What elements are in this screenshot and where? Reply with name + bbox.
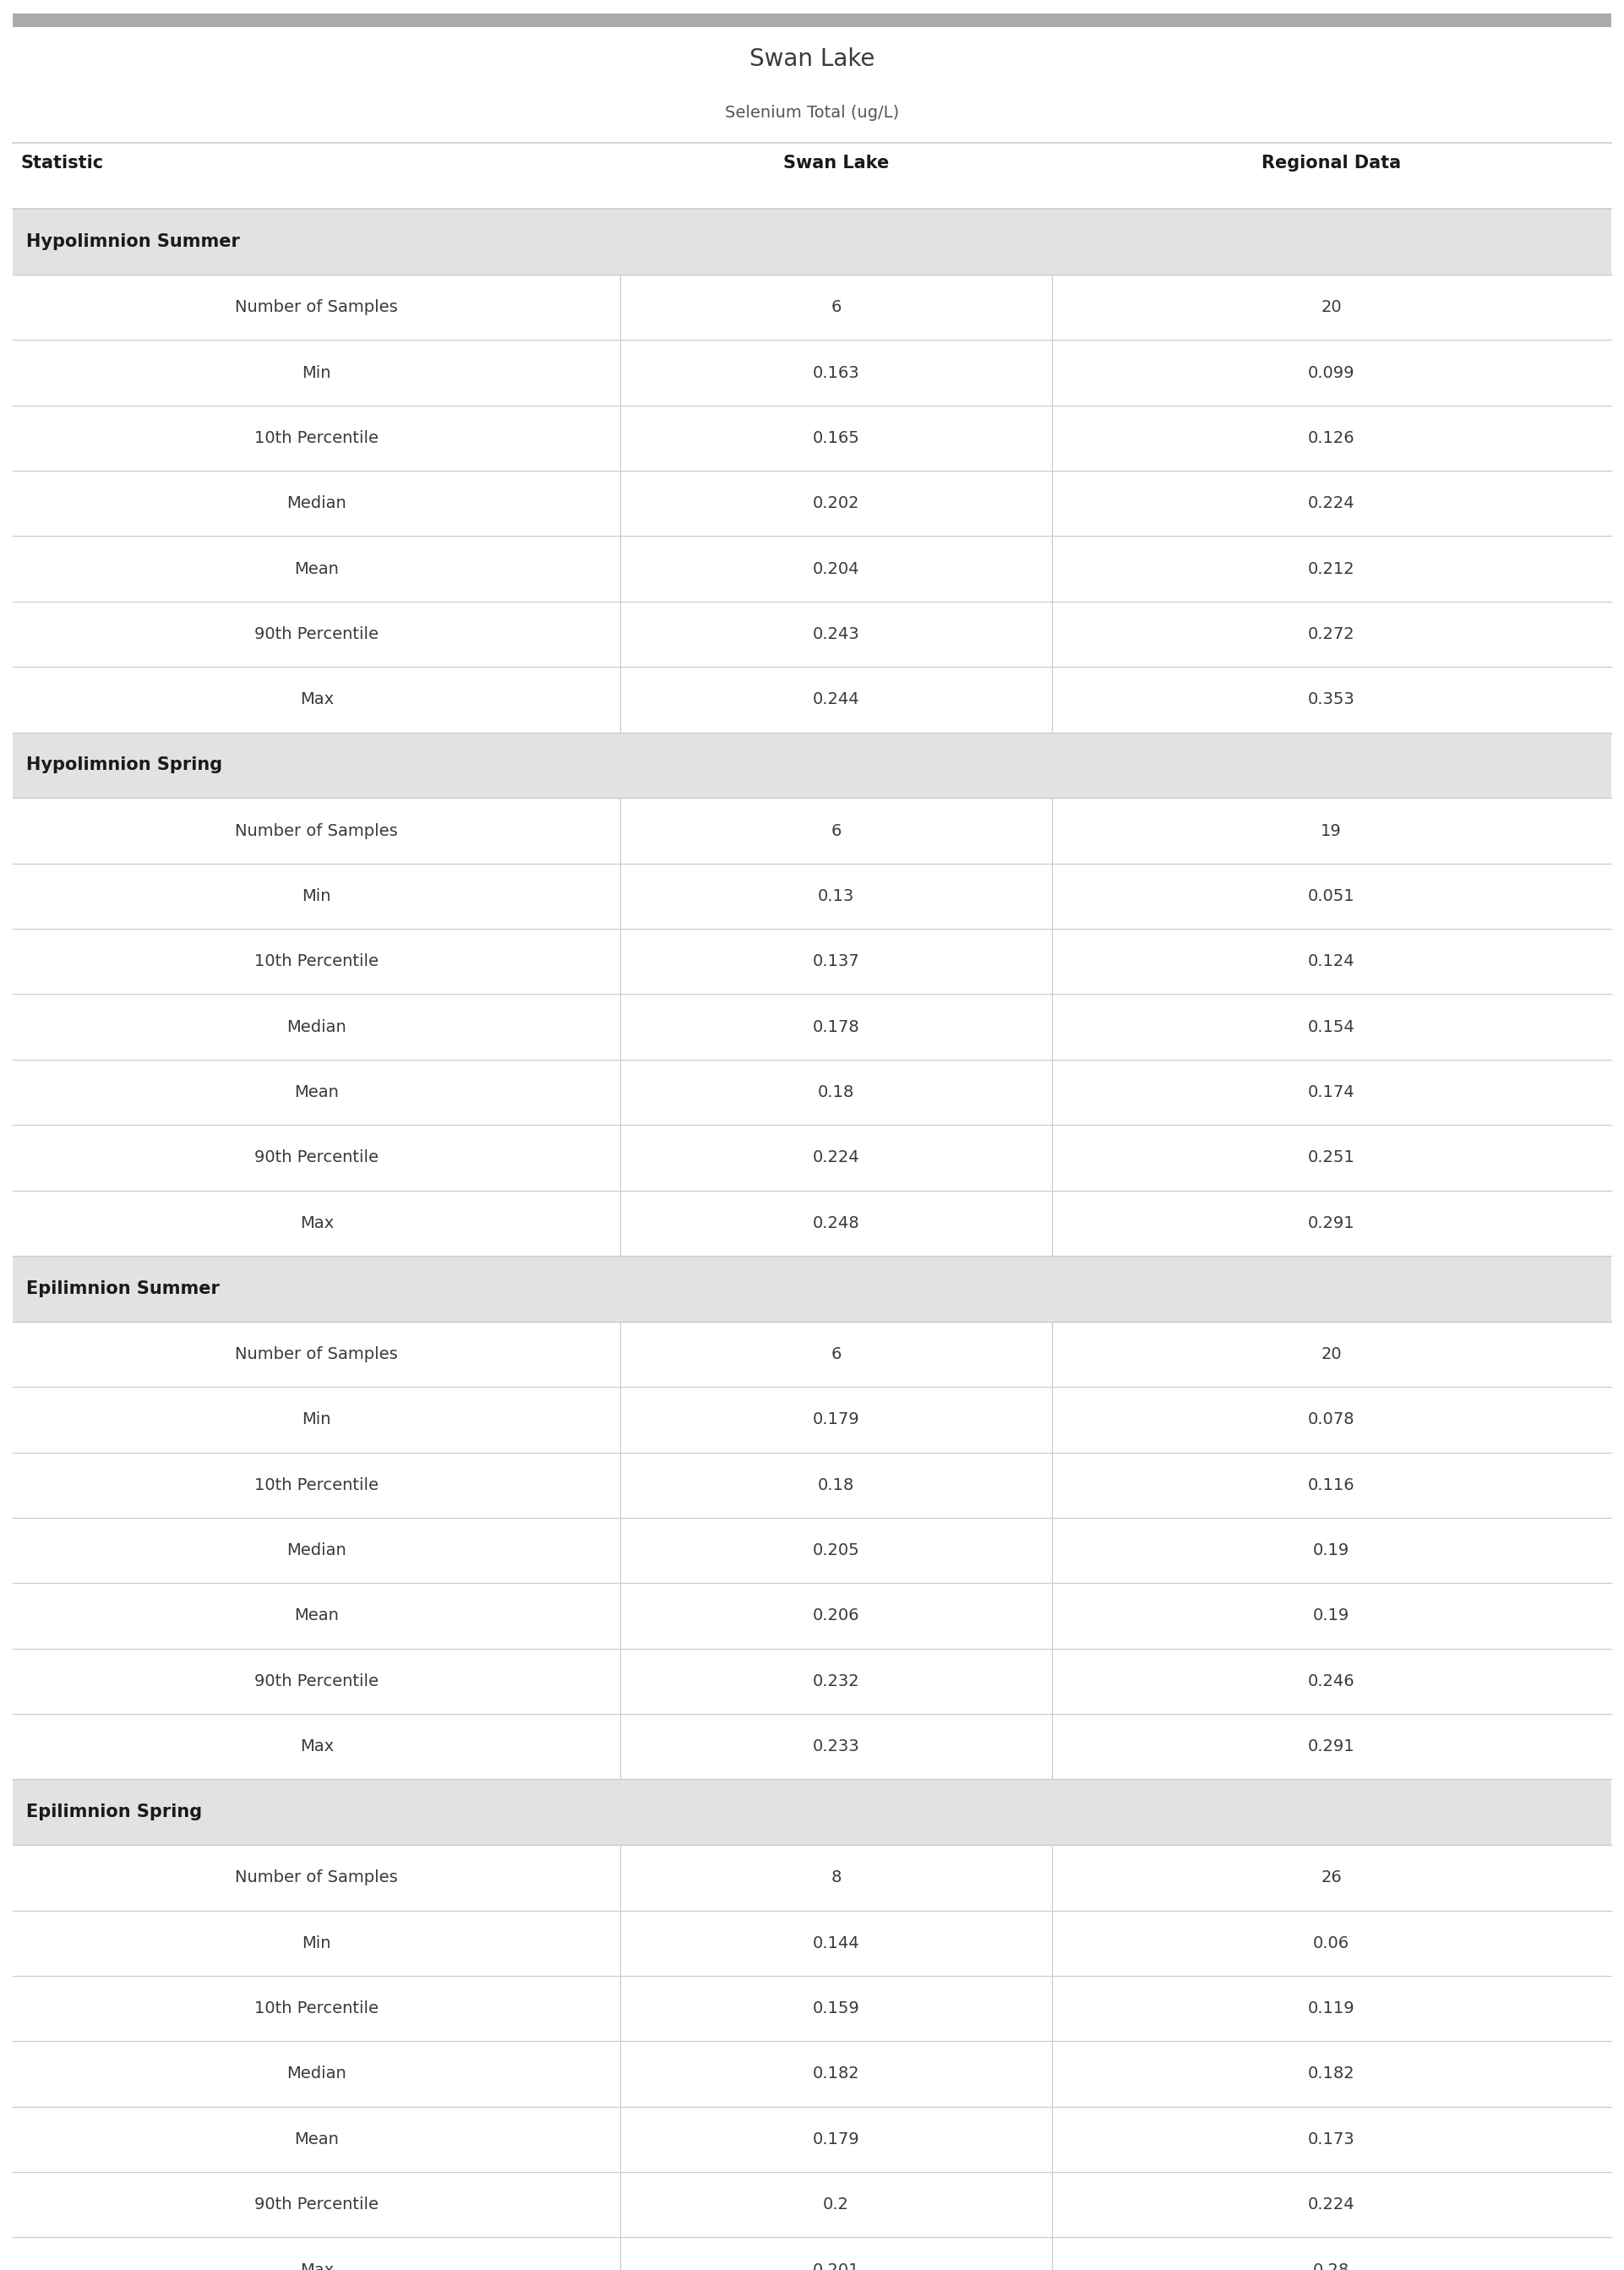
Text: 0.224: 0.224 <box>1307 495 1354 511</box>
Text: 90th Percentile: 90th Percentile <box>255 627 378 642</box>
Text: Mean: Mean <box>294 1607 339 1623</box>
Text: Max: Max <box>300 1739 333 1755</box>
Text: 0.182: 0.182 <box>1307 2066 1354 2082</box>
Text: 0.154: 0.154 <box>1307 1019 1354 1035</box>
Bar <box>13 1255 1611 1321</box>
Text: 0.251: 0.251 <box>1307 1149 1354 1167</box>
Text: 0.124: 0.124 <box>1307 953 1354 969</box>
Text: 0.248: 0.248 <box>812 1214 859 1230</box>
Text: 0.06: 0.06 <box>1314 1934 1350 1952</box>
Text: 0.137: 0.137 <box>812 953 859 969</box>
Text: 20: 20 <box>1320 1346 1341 1362</box>
Text: 10th Percentile: 10th Percentile <box>255 429 378 447</box>
Text: 8: 8 <box>831 1870 841 1886</box>
Text: 0.116: 0.116 <box>1307 1478 1354 1494</box>
Text: 0.165: 0.165 <box>812 429 859 447</box>
Text: Statistic: Statistic <box>21 154 104 170</box>
Text: Median: Median <box>287 1019 346 1035</box>
Text: 0.144: 0.144 <box>812 1934 859 1952</box>
Text: 0.18: 0.18 <box>818 1478 854 1494</box>
Text: Mean: Mean <box>294 2132 339 2147</box>
Text: 10th Percentile: 10th Percentile <box>255 1478 378 1494</box>
Text: 20: 20 <box>1320 300 1341 316</box>
Text: 0.119: 0.119 <box>1307 2000 1354 2016</box>
Text: Median: Median <box>287 1541 346 1559</box>
Text: 0.173: 0.173 <box>1307 2132 1354 2147</box>
Text: 0.179: 0.179 <box>812 2132 859 2147</box>
Text: 6: 6 <box>831 1346 841 1362</box>
Text: 0.179: 0.179 <box>812 1412 859 1428</box>
Text: 19: 19 <box>1320 822 1341 840</box>
Text: 6: 6 <box>831 822 841 840</box>
Text: Min: Min <box>302 888 331 903</box>
Text: Min: Min <box>302 365 331 381</box>
Bar <box>13 733 1611 799</box>
Text: 10th Percentile: 10th Percentile <box>255 2000 378 2016</box>
Text: 0.233: 0.233 <box>812 1739 859 1755</box>
Text: 0.224: 0.224 <box>1307 2197 1354 2213</box>
Text: 0.19: 0.19 <box>1314 1541 1350 1559</box>
Text: Epilimnion Summer: Epilimnion Summer <box>26 1280 219 1296</box>
Text: 90th Percentile: 90th Percentile <box>255 2197 378 2213</box>
Bar <box>13 14 1611 27</box>
Text: 0.078: 0.078 <box>1307 1412 1354 1428</box>
Text: 0.18: 0.18 <box>818 1085 854 1101</box>
Text: 0.291: 0.291 <box>1307 1739 1354 1755</box>
Text: Median: Median <box>287 495 346 511</box>
Text: Mean: Mean <box>294 561 339 577</box>
Text: 0.178: 0.178 <box>812 1019 859 1035</box>
Text: Number of Samples: Number of Samples <box>235 300 398 316</box>
Text: 0.159: 0.159 <box>812 2000 859 2016</box>
Text: 6: 6 <box>831 300 841 316</box>
Text: Mean: Mean <box>294 1085 339 1101</box>
Text: 0.201: 0.201 <box>812 2261 859 2270</box>
Text: 26: 26 <box>1320 1870 1341 1886</box>
Bar <box>13 1780 1611 1846</box>
Text: 90th Percentile: 90th Percentile <box>255 1149 378 1167</box>
Text: 0.272: 0.272 <box>1307 627 1354 642</box>
Text: 0.224: 0.224 <box>812 1149 859 1167</box>
Text: 0.232: 0.232 <box>812 1673 859 1689</box>
Text: Number of Samples: Number of Samples <box>235 822 398 840</box>
Text: 0.28: 0.28 <box>1314 2261 1350 2270</box>
Text: 0.204: 0.204 <box>812 561 859 577</box>
Text: Median: Median <box>287 2066 346 2082</box>
Text: Number of Samples: Number of Samples <box>235 1870 398 1886</box>
Text: 0.099: 0.099 <box>1307 365 1354 381</box>
Text: Epilimnion Spring: Epilimnion Spring <box>26 1805 201 1821</box>
Text: 0.353: 0.353 <box>1307 692 1354 708</box>
Text: Hypolimnion Summer: Hypolimnion Summer <box>26 234 240 250</box>
Text: 90th Percentile: 90th Percentile <box>255 1673 378 1689</box>
Text: Max: Max <box>300 692 333 708</box>
Text: 0.246: 0.246 <box>1307 1673 1354 1689</box>
Text: 0.051: 0.051 <box>1307 888 1354 903</box>
Text: Swan Lake: Swan Lake <box>783 154 888 170</box>
Text: 0.291: 0.291 <box>1307 1214 1354 1230</box>
Text: 0.182: 0.182 <box>812 2066 859 2082</box>
Text: Max: Max <box>300 2261 333 2270</box>
Text: 0.202: 0.202 <box>812 495 859 511</box>
Text: Number of Samples: Number of Samples <box>235 1346 398 1362</box>
Text: Hypolimnion Spring: Hypolimnion Spring <box>26 756 222 774</box>
Text: 0.212: 0.212 <box>1307 561 1354 577</box>
Text: 0.243: 0.243 <box>812 627 859 642</box>
Text: 0.19: 0.19 <box>1314 1607 1350 1623</box>
Text: Min: Min <box>302 1412 331 1428</box>
Bar <box>13 209 1611 275</box>
Text: Min: Min <box>302 1934 331 1952</box>
Text: 0.126: 0.126 <box>1307 429 1354 447</box>
Text: Swan Lake: Swan Lake <box>749 48 875 70</box>
Text: 10th Percentile: 10th Percentile <box>255 953 378 969</box>
Text: 0.244: 0.244 <box>812 692 859 708</box>
Text: 0.206: 0.206 <box>812 1607 859 1623</box>
Text: Max: Max <box>300 1214 333 1230</box>
Text: Selenium Total (ug/L): Selenium Total (ug/L) <box>724 104 900 120</box>
Text: Regional Data: Regional Data <box>1262 154 1402 170</box>
Text: 0.13: 0.13 <box>818 888 854 903</box>
Text: 0.205: 0.205 <box>812 1541 859 1559</box>
Text: 0.163: 0.163 <box>812 365 859 381</box>
Text: 0.174: 0.174 <box>1307 1085 1354 1101</box>
Text: 0.2: 0.2 <box>823 2197 849 2213</box>
